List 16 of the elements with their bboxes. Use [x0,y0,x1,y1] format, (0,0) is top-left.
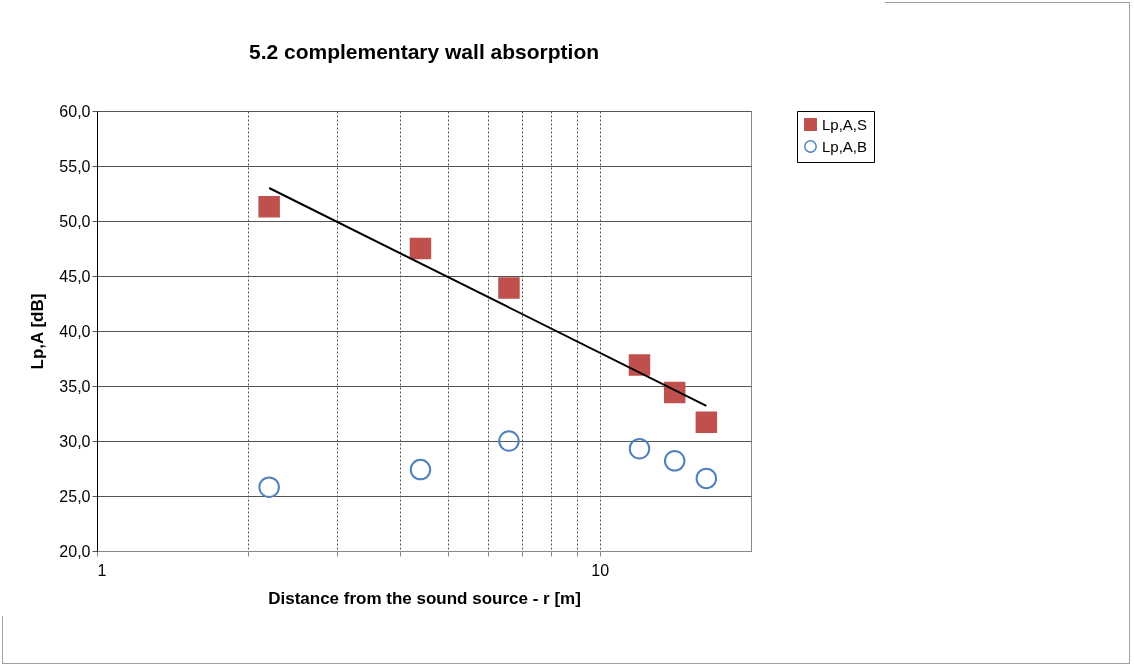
y-tick-label: 50,0 [59,212,91,230]
y-tick-label: 30,0 [59,432,91,450]
legend-label: Lp,A,S [822,115,868,133]
y-tick-label: 40,0 [59,322,91,340]
y-tick-label: 25,0 [59,487,91,505]
y-tick-label: 45,0 [59,267,91,285]
legend-label: Lp,A,B [822,137,868,155]
chart-title: 5.2 complementary wall absorption [248,40,600,63]
x-tick-label: 10 [591,561,610,579]
y-axis-title: Lp,A [dB] [28,293,48,370]
y-tick-label: 20,0 [59,542,91,560]
y-tick-label: 55,0 [59,157,91,175]
x-axis-title: Distance from the sound source - r [m] [268,588,581,608]
y-tick-label: 60,0 [59,102,91,120]
x-tick-label: 1 [97,561,107,579]
y-tick-label: 35,0 [59,377,91,395]
